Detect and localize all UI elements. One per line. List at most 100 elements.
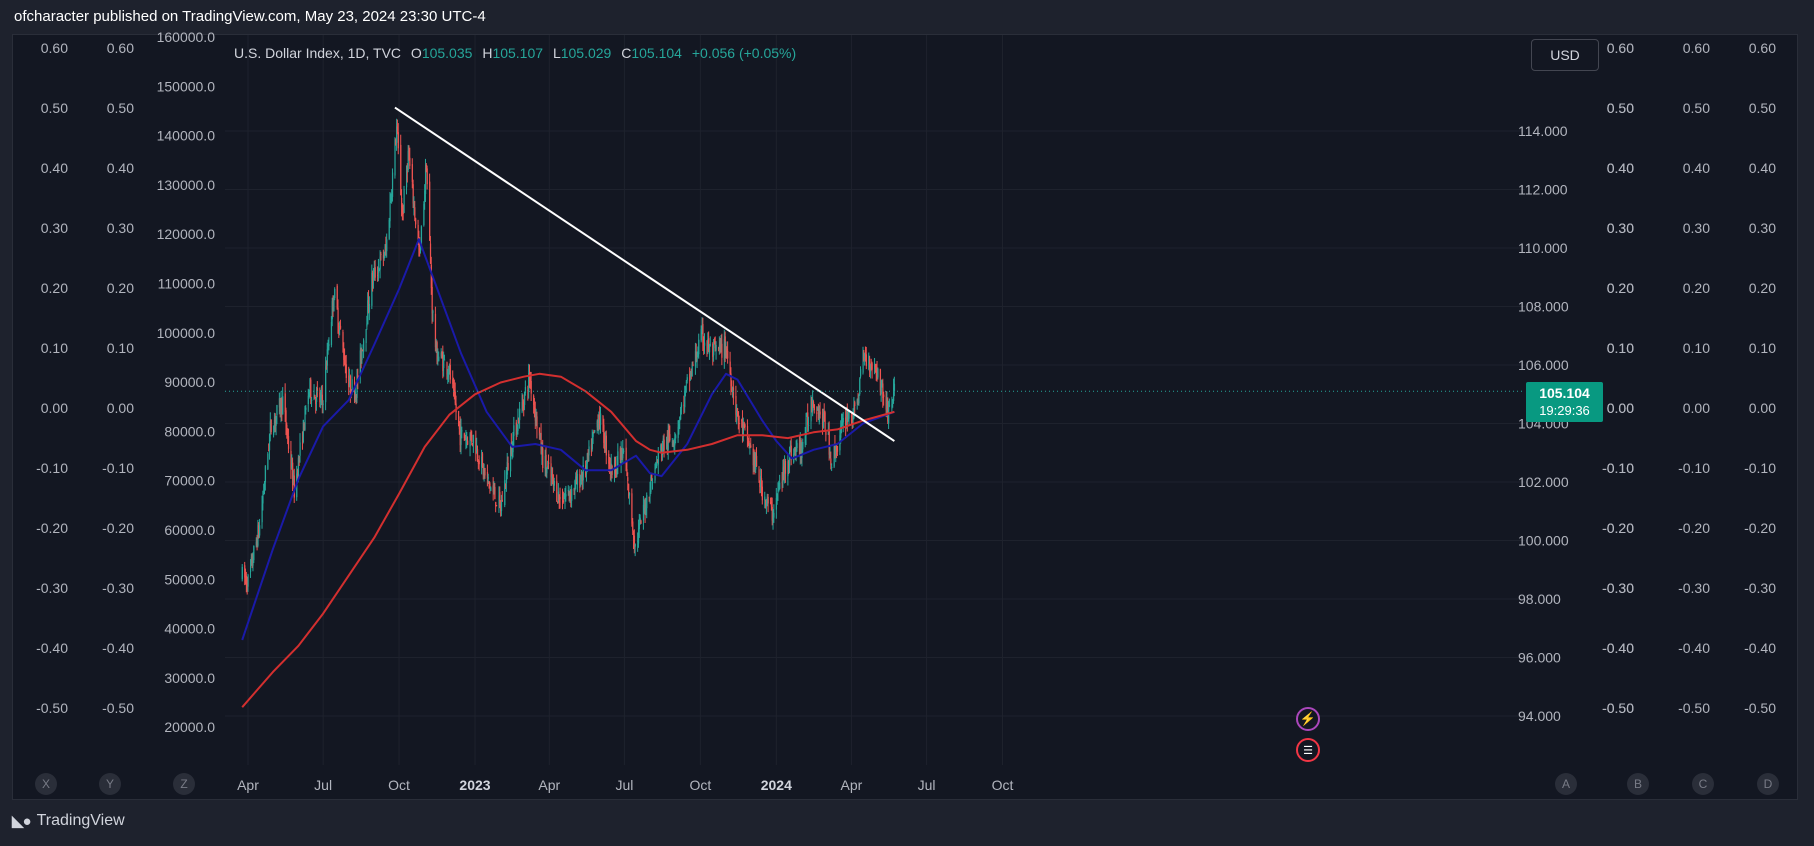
x-tick-label: Apr (237, 777, 259, 793)
candle-body (609, 466, 612, 471)
candle-body (253, 545, 255, 561)
candle-body (313, 394, 315, 400)
candle-body (425, 164, 428, 172)
candle-body (673, 443, 675, 445)
x-tick-label: Oct (388, 777, 410, 793)
candle-body (761, 486, 763, 501)
price-tick-label: 110.000 (1518, 240, 1568, 256)
badge-c[interactable]: C (1692, 773, 1714, 795)
badge-d[interactable]: D (1757, 773, 1779, 795)
candle-body (406, 170, 409, 173)
candle-body (858, 394, 860, 404)
candle-body (622, 447, 624, 459)
candle-body (704, 342, 706, 346)
lightning-icon[interactable]: ⚡ (1296, 707, 1320, 731)
candle-body (562, 496, 564, 505)
candle-body (484, 467, 486, 476)
candle-body (677, 426, 679, 438)
candle-body (827, 432, 830, 435)
left-axis-2-tick: 0.50 (107, 100, 134, 116)
chart-legend: U.S. Dollar Index, 1D, TVC O105.035 H105… (234, 45, 796, 61)
candle-body (639, 517, 641, 521)
candle-body (643, 505, 645, 507)
candle-body (415, 218, 417, 225)
candle-body (448, 373, 450, 375)
left-axis-2-tick: -0.20 (102, 520, 134, 536)
candle-body (727, 350, 729, 359)
candle-body (810, 401, 812, 422)
badge-a[interactable]: A (1555, 773, 1577, 795)
candle-body (888, 405, 891, 407)
candle-body (307, 395, 309, 404)
candle-body (319, 392, 321, 403)
candle-body (384, 247, 386, 256)
candle-body (656, 461, 658, 467)
candle-body (305, 407, 307, 410)
us-flag-icon[interactable]: ☰ (1296, 738, 1320, 762)
candle-body (299, 442, 301, 456)
candle-body (680, 409, 682, 420)
candle-body (481, 456, 483, 467)
candle-body (603, 424, 605, 443)
candle-body (357, 374, 359, 380)
badge-x[interactable]: X (35, 773, 57, 795)
candle-body (616, 463, 618, 475)
candle-body (489, 483, 491, 489)
right-axis-1-tick: 0.40 (1607, 160, 1634, 176)
right-axis-2-tick: -0.40 (1602, 640, 1634, 656)
candle-body (325, 366, 327, 403)
candle-body (345, 364, 347, 378)
candle-body (817, 408, 819, 411)
candle-body (320, 394, 323, 396)
candle-body (842, 418, 844, 423)
badge-z[interactable]: Z (173, 773, 195, 795)
candle-body (541, 446, 543, 455)
badge-y[interactable]: Y (99, 773, 121, 795)
candle-body (513, 425, 515, 437)
badge-b[interactable]: B (1627, 773, 1649, 795)
candle-body (746, 426, 749, 440)
candle-body (268, 449, 270, 451)
candle-body (492, 485, 494, 492)
candle-body (656, 461, 659, 463)
candle-body (893, 383, 896, 391)
right-axis-1-tick: 0.30 (1607, 220, 1634, 236)
candle-body (510, 442, 513, 454)
candle-body (466, 437, 468, 442)
chart-frame[interactable] (12, 34, 1798, 800)
candle-body (759, 480, 761, 488)
candle-body (557, 491, 560, 502)
candlestick-series (241, 118, 896, 595)
candle-body (683, 404, 685, 406)
candle-body (674, 441, 676, 446)
candle-body (782, 467, 784, 483)
right-axis-1-tick: 0.20 (1607, 280, 1634, 296)
left-axis-3-tick: 40000.0 (164, 621, 215, 637)
left-axis-1-tick: 0.00 (41, 400, 68, 416)
candle-body (772, 517, 774, 521)
currency-button[interactable]: USD (1531, 39, 1599, 71)
left-axis-1-tick: 0.40 (41, 160, 68, 176)
candle-body (804, 435, 806, 444)
left-axis-2-tick: 0.00 (107, 400, 134, 416)
candle-body (729, 361, 731, 374)
candle-body (467, 440, 469, 445)
candle-body (535, 412, 537, 425)
candle-body (654, 466, 656, 481)
price-tick-label: 108.000 (1518, 299, 1569, 315)
legend-high-label: H (482, 45, 493, 61)
footer-brand[interactable]: ◣● TradingView (12, 812, 125, 830)
candle-body (331, 301, 333, 320)
candle-body (784, 462, 786, 475)
candle-body (501, 499, 503, 502)
candle-body (596, 421, 598, 428)
right-axis-1-tick: -0.30 (1602, 580, 1634, 596)
candle-body (668, 430, 670, 437)
candle-body (267, 453, 269, 470)
candle-body (379, 256, 381, 270)
candle-body (482, 464, 484, 476)
candle-body (667, 433, 669, 450)
candle-body (304, 407, 306, 430)
candle-body (282, 396, 284, 415)
